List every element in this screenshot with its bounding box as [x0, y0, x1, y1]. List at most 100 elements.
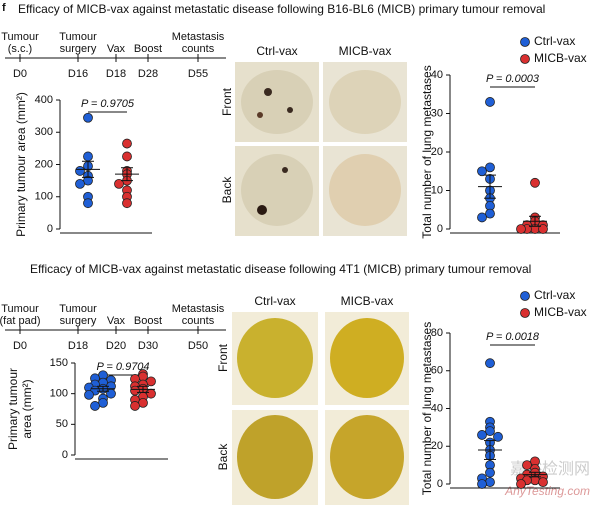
- event-label: Vax: [107, 315, 126, 327]
- lung: [330, 415, 404, 499]
- y-tick-label: 300: [35, 126, 53, 138]
- data-point: [516, 479, 526, 489]
- event-label: Vax: [107, 43, 126, 55]
- data-point: [477, 430, 487, 440]
- y-tick-label: 10: [431, 184, 443, 196]
- legend-marker: [520, 37, 530, 47]
- y-tick-label: 40: [431, 402, 443, 414]
- data-point: [84, 389, 94, 400]
- y-tick-label: 30: [431, 107, 443, 119]
- legend-label: Ctrl-vax: [534, 34, 575, 48]
- data-point: [75, 166, 85, 176]
- event-day: D18: [106, 68, 126, 80]
- data-point: [130, 401, 140, 411]
- y-tick-label: 100: [35, 191, 53, 203]
- p-value: P = 0.9705: [81, 98, 135, 110]
- event-label: Metastasis: [172, 31, 225, 43]
- lung: [237, 415, 313, 499]
- data-point: [485, 208, 495, 219]
- event-label: Boost: [134, 315, 162, 327]
- event-label: Boost: [134, 43, 162, 55]
- data-point: [477, 212, 487, 223]
- p-value: P = 0.9704: [96, 361, 149, 373]
- photo-row-label: Front: [220, 87, 234, 116]
- event-label: Tumour: [1, 303, 39, 315]
- y-axis-label: Primary tumour area (mm²): [14, 92, 28, 237]
- y-tick-label: 100: [50, 388, 68, 400]
- event-day: D16: [68, 68, 88, 80]
- y-tick-label: 200: [35, 158, 53, 170]
- spot: [257, 205, 267, 215]
- data-point: [122, 138, 132, 149]
- data-point: [106, 388, 116, 399]
- spot: [264, 88, 272, 96]
- legend-marker: [520, 291, 530, 301]
- photo-row-label: Back: [216, 443, 230, 471]
- y-tick-label: 60: [431, 365, 443, 377]
- legend-marker: [520, 54, 530, 64]
- data-point: [477, 479, 487, 489]
- y-tick-label: 0: [47, 223, 53, 235]
- data-point: [477, 166, 487, 177]
- spot: [257, 112, 263, 118]
- data-point: [83, 198, 93, 209]
- event-day: D55: [188, 68, 208, 80]
- event-label: counts: [182, 43, 215, 55]
- event-day: D30: [138, 340, 158, 352]
- y-tick-label: 400: [35, 94, 53, 106]
- data-point: [485, 467, 495, 478]
- event-day: D18: [68, 340, 88, 352]
- lung: [329, 154, 401, 226]
- data-point: [485, 97, 495, 107]
- data-point: [83, 112, 93, 123]
- y-axis-label: Total number of lung metastases: [420, 65, 434, 238]
- event-label: (s.c.): [8, 43, 32, 55]
- photo-row-label: Front: [216, 343, 230, 372]
- panel-title: Efficacy of MICB-vax against metastatic …: [18, 2, 545, 16]
- photo-column-label: Ctrl-vax: [256, 44, 297, 58]
- event-label: Tumour: [59, 303, 97, 315]
- y-axis-label: Total number of lung metastases: [420, 322, 434, 495]
- data-point: [83, 151, 93, 162]
- y-tick-label: 0: [437, 478, 443, 490]
- event-day: D20: [106, 340, 126, 352]
- data-point: [522, 460, 532, 471]
- spot: [282, 167, 288, 173]
- p-value: P = 0.0018: [486, 331, 540, 343]
- event-label: Metastasis: [172, 303, 225, 315]
- lung: [329, 70, 401, 134]
- event-label: counts: [182, 315, 215, 327]
- event-label: surgery: [60, 43, 97, 55]
- legend-marker: [520, 308, 530, 318]
- y-tick-label: 0: [437, 223, 443, 235]
- y-tick-label: 50: [56, 418, 68, 430]
- data-point: [493, 431, 503, 442]
- legend-label: Ctrl-vax: [534, 288, 575, 302]
- y-tick-label: 0: [62, 449, 68, 461]
- y-tick-label: 20: [431, 440, 443, 452]
- y-tick-label: 150: [50, 357, 68, 369]
- event-label: surgery: [60, 315, 97, 327]
- data-point: [538, 477, 548, 488]
- spot: [287, 107, 293, 113]
- p-value: P = 0.0003: [486, 73, 540, 85]
- photos: [232, 62, 409, 505]
- lung: [241, 154, 313, 226]
- event-day: D50: [188, 340, 208, 352]
- data-point: [130, 385, 140, 396]
- data-point: [530, 177, 540, 188]
- data-point: [485, 358, 495, 369]
- y-tick-label: 80: [431, 327, 443, 339]
- data-point: [485, 426, 495, 437]
- photo-column-label: MICB-vax: [341, 294, 394, 308]
- event-label: Tumour: [59, 31, 97, 43]
- data-point: [122, 198, 132, 209]
- data-point: [485, 477, 495, 488]
- data-point: [516, 224, 526, 234]
- lung: [241, 70, 313, 134]
- y-tick-label: 20: [431, 146, 443, 158]
- data-point: [90, 401, 100, 411]
- legend-label: MICB-vax: [534, 305, 587, 319]
- event-day: D0: [13, 68, 27, 80]
- photo-row-label: Back: [220, 176, 234, 204]
